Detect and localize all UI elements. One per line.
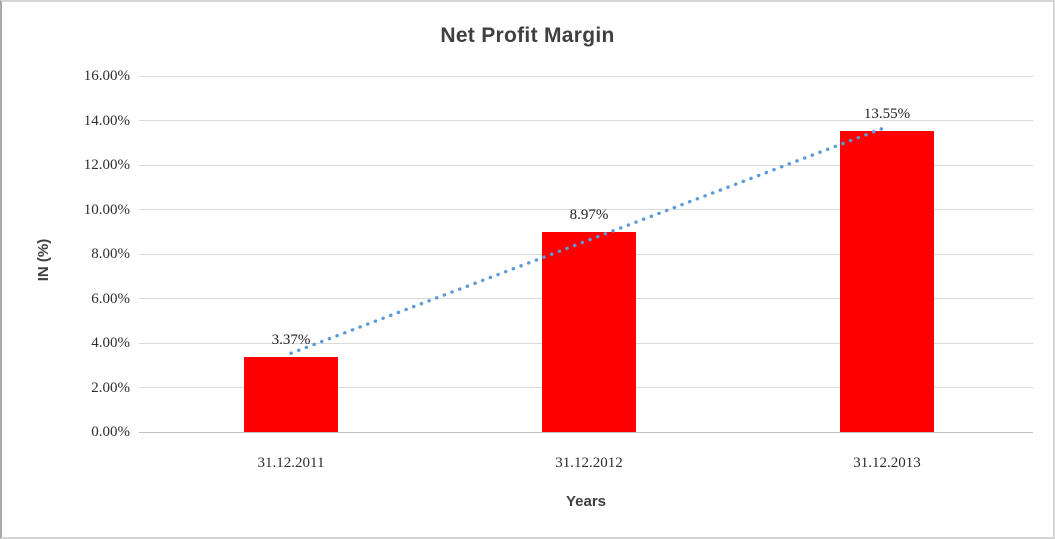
y-axis-tick-label: 12.00% bbox=[83, 157, 130, 173]
y-axis-tick-label: 0.00% bbox=[91, 424, 130, 440]
y-axis-tick-label: 14.00% bbox=[83, 112, 130, 129]
y-axis-tick-label: 8.00% bbox=[91, 246, 130, 262]
y-axis-tick-label: 4.00% bbox=[91, 335, 130, 351]
x-axis-tick-label: 31.12.2013 bbox=[853, 455, 921, 471]
bar-data-label: 3.37% bbox=[271, 332, 311, 349]
bar bbox=[840, 130, 934, 432]
bar bbox=[542, 232, 636, 432]
x-axis-title: Years bbox=[565, 493, 607, 510]
x-axis-tick-label: 31.12.2011 bbox=[257, 455, 325, 471]
x-axis-tick-label: 31.12.2012 bbox=[555, 455, 623, 471]
y-axis-tick-label: 16.00% bbox=[83, 68, 130, 84]
bar-data-label: 8.97% bbox=[569, 207, 609, 224]
bar bbox=[244, 357, 338, 432]
chart-title: Net Profit Margin bbox=[440, 24, 615, 47]
y-axis-tick-label: 10.00% bbox=[83, 201, 130, 218]
y-axis-tick-label: 2.00% bbox=[91, 379, 130, 396]
y-axis-tick-label: 6.00% bbox=[91, 290, 130, 307]
gridline bbox=[139, 75, 1033, 77]
gridline bbox=[139, 120, 1033, 121]
x-axis-line bbox=[139, 431, 1033, 433]
bar-data-label: 13.55% bbox=[863, 105, 911, 122]
